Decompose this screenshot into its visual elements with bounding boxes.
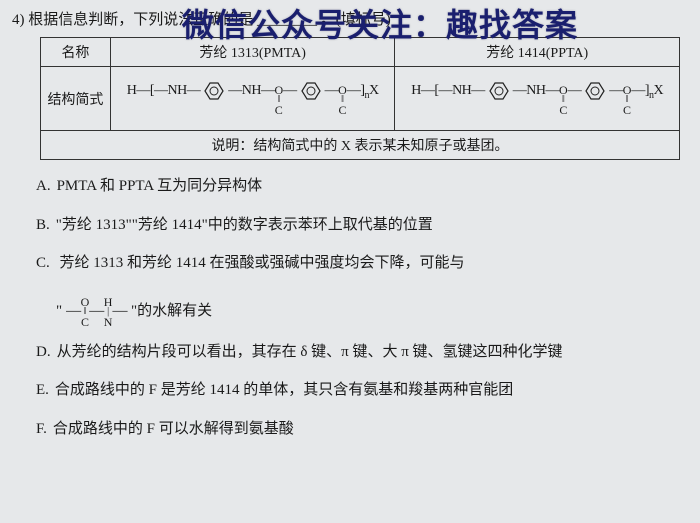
option-d: D. 从芳纶的结构片段可以看出，其存在 δ 键、π 键、大 π 键、氢键这四种化…: [36, 338, 680, 367]
question-number: 4): [12, 12, 25, 28]
option-a: A. PMTA 和 PPTA 互为同分异构体: [36, 172, 680, 201]
option-c-label: C.: [36, 255, 50, 271]
options: A. PMTA 和 PPTA 互为同分异构体 B. "芳纶 1313""芳纶 1…: [30, 172, 680, 443]
option-f-label: F.: [36, 415, 47, 444]
structure-a: H—[—NH——NH—O‖C——O‖C—]nX: [110, 67, 395, 131]
watermark-text: 微信公众号关注：趣找答案: [30, 0, 700, 46]
option-f: F. 合成路线中的 F 可以水解得到氨基酸: [36, 415, 680, 444]
option-c-pre: 芳纶 1313 和芳纶 1414 在强酸或强碱中强度均会下降，可能与: [60, 255, 465, 271]
option-f-text: 合成路线中的 F 可以水解得到氨基酸: [53, 415, 294, 444]
option-c-quote-left: ": [56, 297, 62, 326]
amide-fragment: — O ‖ C — H | N —: [66, 296, 127, 328]
option-b-label: B.: [36, 211, 50, 240]
option-c-quote-right: "的水解有关: [131, 297, 212, 326]
option-a-label: A.: [36, 172, 51, 201]
option-b: B. "芳纶 1313""芳纶 1414"中的数字表示苯环上取代基的位置: [36, 211, 680, 240]
row-struct-label: 结构简式: [41, 67, 111, 131]
structure-b: H—[—NH——NH—O‖C——O‖C—]nX: [395, 67, 680, 131]
option-b-text: "芳纶 1313""芳纶 1414"中的数字表示苯环上取代基的位置: [56, 211, 433, 240]
table-note: 说明：结构简式中的 X 表示某未知原子或基团。: [41, 131, 680, 160]
option-c: C. 芳纶 1313 和芳纶 1414 在强酸或强碱中强度均会下降，可能与 " …: [36, 249, 680, 328]
option-e: E. 合成路线中的 F 是芳纶 1414 的单体，其只含有氨基和羧基两种官能团: [36, 376, 680, 405]
option-a-text: PMTA 和 PPTA 互为同分异构体: [57, 172, 263, 201]
option-d-text: 从芳纶的结构片段可以看出，其存在 δ 键、π 键、大 π 键、氢键这四种化学键: [57, 338, 563, 367]
option-e-text: 合成路线中的 F 是芳纶 1414 的单体，其只含有氨基和羧基两种官能团: [55, 376, 513, 405]
option-d-label: D.: [36, 338, 51, 367]
structure-table: 名称 芳纶 1313(PMTA) 芳纶 1414(PPTA) 结构简式 H—[—…: [40, 37, 680, 160]
option-e-label: E.: [36, 376, 49, 405]
